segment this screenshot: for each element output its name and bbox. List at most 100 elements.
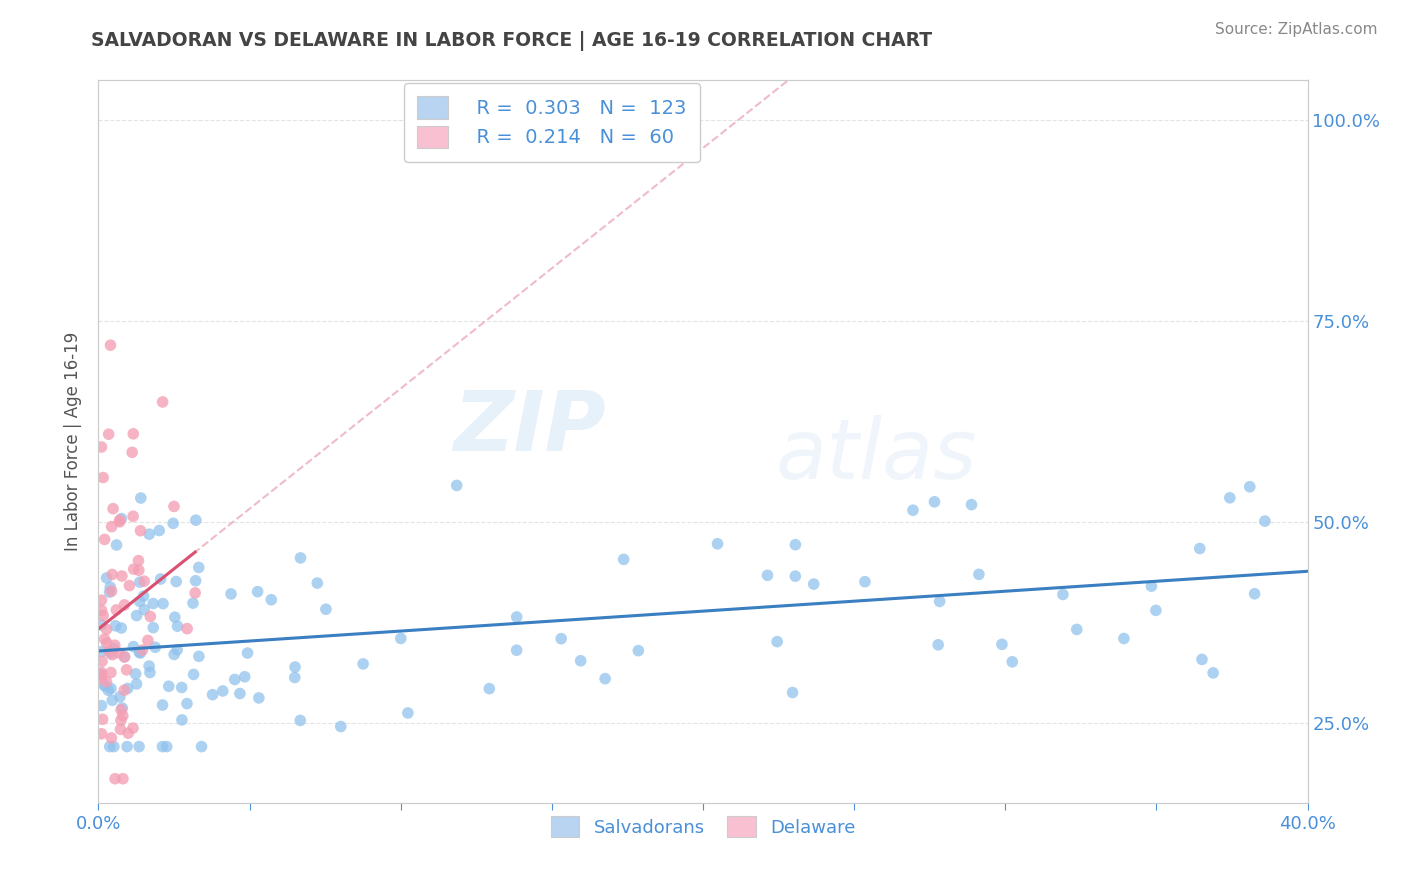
Point xyxy=(108,515,131,529)
Point xyxy=(129,491,152,505)
Point xyxy=(785,569,807,583)
Point xyxy=(91,654,114,668)
Point xyxy=(91,712,114,726)
Point xyxy=(246,584,269,599)
Point xyxy=(122,640,145,654)
Point xyxy=(107,646,129,660)
Point xyxy=(90,440,112,454)
Point xyxy=(100,338,122,352)
Text: SALVADORAN VS DELAWARE IN LABOR FORCE | AGE 16-19 CORRELATION CHART: SALVADORAN VS DELAWARE IN LABOR FORCE | … xyxy=(91,31,932,51)
Point xyxy=(104,638,127,652)
Point xyxy=(389,632,412,646)
Point xyxy=(110,621,132,635)
Point xyxy=(96,623,118,637)
Point xyxy=(98,739,121,754)
Point xyxy=(93,679,115,693)
Point xyxy=(121,445,143,459)
Point xyxy=(90,668,112,682)
Point xyxy=(307,576,329,591)
Point xyxy=(233,670,256,684)
Point xyxy=(105,603,128,617)
Point xyxy=(284,660,307,674)
Point xyxy=(114,649,136,664)
Point xyxy=(90,698,112,713)
Point xyxy=(96,571,118,585)
Point xyxy=(90,593,112,607)
Point xyxy=(117,681,139,696)
Point xyxy=(122,721,145,735)
Point xyxy=(101,648,124,662)
Point xyxy=(129,524,152,538)
Point xyxy=(170,713,193,727)
Point xyxy=(766,634,789,648)
Point xyxy=(163,648,186,662)
Point xyxy=(550,632,572,646)
Point xyxy=(396,706,419,720)
Point xyxy=(785,538,807,552)
Point xyxy=(93,632,115,646)
Point xyxy=(117,726,139,740)
Point xyxy=(224,673,246,687)
Point xyxy=(284,671,307,685)
Point xyxy=(142,597,165,611)
Point xyxy=(110,703,132,717)
Text: Source: ZipAtlas.com: Source: ZipAtlas.com xyxy=(1215,22,1378,37)
Point xyxy=(124,666,146,681)
Point xyxy=(901,503,924,517)
Point xyxy=(329,720,352,734)
Point xyxy=(152,395,174,409)
Point xyxy=(134,603,156,617)
Point xyxy=(478,681,501,696)
Point xyxy=(782,685,804,699)
Point xyxy=(94,679,117,693)
Point xyxy=(960,498,983,512)
Point xyxy=(100,646,122,660)
Text: ZIP: ZIP xyxy=(454,386,606,467)
Point xyxy=(112,683,135,698)
Point xyxy=(90,603,112,617)
Point xyxy=(505,643,527,657)
Point xyxy=(183,667,205,681)
Point xyxy=(176,697,198,711)
Point xyxy=(156,739,179,754)
Point xyxy=(110,714,132,728)
Point xyxy=(315,602,337,616)
Point xyxy=(90,672,112,686)
Point xyxy=(105,538,128,552)
Point xyxy=(924,495,946,509)
Point xyxy=(219,587,242,601)
Point xyxy=(91,608,114,623)
Point xyxy=(967,567,990,582)
Point xyxy=(112,650,135,665)
Point xyxy=(90,667,112,681)
Point xyxy=(100,519,122,533)
Point xyxy=(128,563,150,577)
Point xyxy=(170,681,193,695)
Text: atlas: atlas xyxy=(776,416,977,497)
Point xyxy=(190,739,212,754)
Point xyxy=(122,509,145,524)
Point xyxy=(1144,603,1167,617)
Point xyxy=(131,643,153,657)
Point xyxy=(157,679,180,693)
Point xyxy=(184,513,207,527)
Point xyxy=(108,513,131,527)
Point xyxy=(152,739,174,754)
Point xyxy=(927,638,949,652)
Point xyxy=(101,567,124,582)
Point xyxy=(593,672,616,686)
Point xyxy=(136,633,159,648)
Point xyxy=(125,608,148,623)
Point xyxy=(96,674,118,689)
Point xyxy=(187,649,209,664)
Point xyxy=(100,584,122,599)
Point xyxy=(104,772,127,786)
Point xyxy=(706,537,728,551)
Point xyxy=(110,511,132,525)
Point xyxy=(110,723,132,737)
Point xyxy=(290,714,312,728)
Point xyxy=(163,500,186,514)
Point xyxy=(97,427,120,442)
Point xyxy=(613,552,636,566)
Point xyxy=(111,701,134,715)
